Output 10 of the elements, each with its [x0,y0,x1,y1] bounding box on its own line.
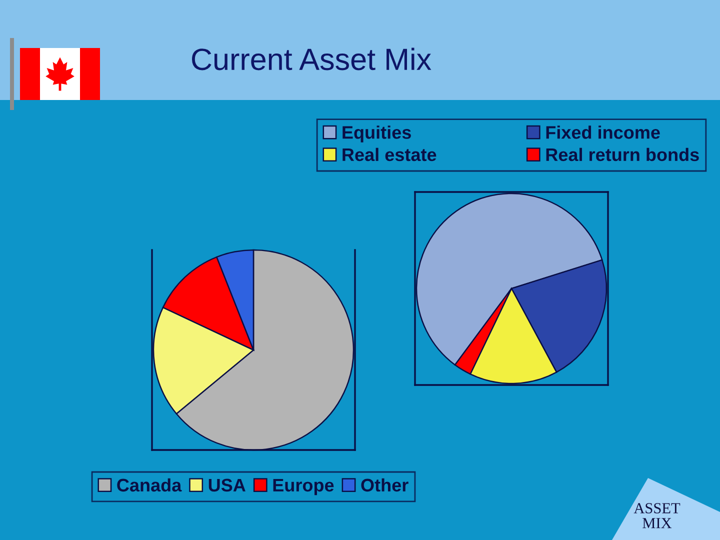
legend-label: Canada [117,478,182,492]
chart-title: Current Asset Mix [192,48,432,70]
legend-label: Real estate [342,148,436,162]
legend-label: USA [208,478,246,492]
legend-label: Equities [342,126,411,142]
text: ASSET MIX [634,503,680,528]
legend-label: Other [361,478,408,492]
legend-label: Real return bonds [546,148,699,162]
legend-label: Fixed income [546,126,660,139]
legend-label: Europe [273,478,334,496]
